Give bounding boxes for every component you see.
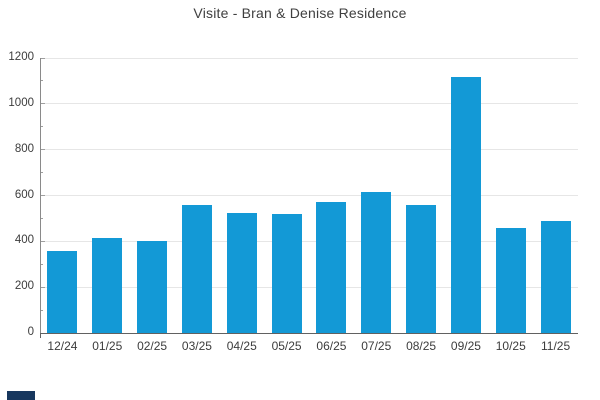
x-axis-line [40, 332, 578, 334]
y-minor-tick-700 [40, 172, 43, 174]
x-axis-label-10/25: 10/25 [495, 339, 526, 353]
bar-10/25[interactable] [495, 228, 526, 333]
bar-03/25[interactable] [181, 205, 212, 333]
gridline-800 [40, 149, 578, 151]
y-minor-tick-1100 [40, 80, 43, 82]
y-minor-tick-300 [40, 263, 43, 265]
x-axis-label-08/25: 08/25 [406, 339, 437, 353]
bar-07/25[interactable] [361, 192, 392, 333]
gridline-600 [40, 195, 578, 196]
bar-02/25[interactable] [137, 241, 168, 333]
y-axis-label-1200: 1200 [8, 51, 34, 63]
x-corner-tick [39, 333, 41, 338]
bar-12/24[interactable] [47, 250, 78, 333]
bar-09/25[interactable] [450, 77, 481, 333]
y-axis-label-400: 400 [14, 234, 34, 247]
x-axis-label-12/24: 12/24 [47, 339, 78, 353]
y-major-tick-400 [40, 240, 45, 242]
bar-08/25[interactable] [406, 204, 437, 333]
x-axis-label-02/25: 02/25 [137, 339, 168, 353]
y-axis-label-200: 200 [14, 280, 34, 293]
y-minor-tick-100 [40, 309, 43, 311]
x-axis-label-01/25: 01/25 [92, 339, 123, 353]
chart-title: Visite - Bran & Denise Residence [193, 5, 407, 21]
y-major-tick-1000 [40, 103, 45, 105]
gridline-1200 [40, 57, 578, 59]
x-axis-label-11/25: 11/25 [541, 339, 571, 353]
x-axis-label-04/25: 04/25 [226, 339, 257, 353]
bar-11/25[interactable] [540, 221, 571, 333]
gridline-200 [40, 286, 578, 288]
x-axis-label-09/25: 09/25 [450, 339, 481, 353]
bar-04/25[interactable] [226, 213, 257, 333]
bar-06/25[interactable] [316, 201, 347, 333]
y-axis-label-1000: 1000 [8, 96, 34, 109]
x-axis-label-05/25: 05/25 [271, 339, 302, 353]
y-axis-label-0: 0 [27, 326, 34, 338]
bar-01/25[interactable] [92, 237, 123, 333]
corner-swatch [7, 391, 35, 400]
y-axis-label-600: 600 [14, 188, 34, 201]
y-major-tick-200 [40, 286, 45, 288]
y-minor-tick-900 [40, 126, 43, 128]
x-axis-label-07/25: 07/25 [361, 339, 392, 353]
y-major-tick-1200 [40, 57, 45, 59]
y-major-tick-600 [40, 195, 45, 196]
gridline-1000 [40, 103, 578, 105]
bar-05/25[interactable] [271, 213, 302, 333]
y-axis-line [39, 58, 41, 333]
y-minor-tick-500 [40, 217, 43, 219]
y-axis-label-800: 800 [14, 142, 34, 155]
x-axis-label-03/25: 03/25 [181, 339, 212, 353]
y-major-tick-800 [40, 149, 45, 151]
gridline-400 [40, 240, 578, 242]
x-axis-label-06/25: 06/25 [316, 339, 347, 353]
